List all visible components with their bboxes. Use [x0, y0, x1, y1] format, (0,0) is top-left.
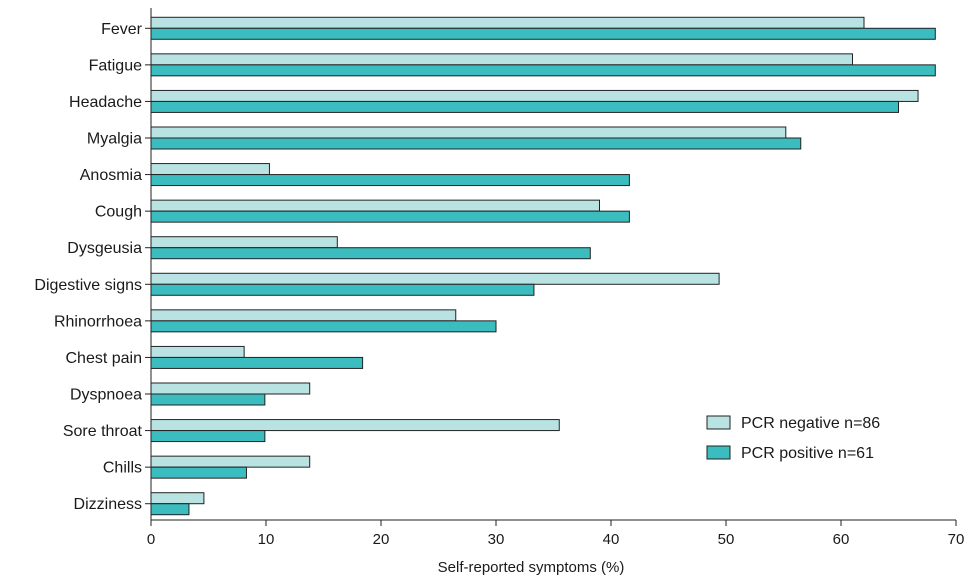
category-label: Headache [69, 94, 142, 111]
bar-pcr-positive-cough [150, 210, 630, 223]
legend-swatch-pcr-negative [706, 415, 731, 430]
legend: PCR negative n=86 PCR positive n=61 [706, 415, 880, 462]
bar-pcr-positive-headache [150, 100, 899, 113]
bar-pcr-positive-dizziness [150, 503, 190, 516]
bar-pcr-positive-sore-throat [150, 430, 266, 443]
category-label: Anosmia [80, 167, 142, 184]
category-label: Rhinorrhoea [54, 313, 142, 330]
x-tick-label: 20 [373, 531, 390, 548]
bar-pcr-negative-rhinorrhoea [150, 309, 457, 322]
category-label: Myalgia [87, 131, 142, 148]
x-axis-title: Self-reported symptoms (%) [438, 559, 625, 576]
x-tick-label: 70 [948, 531, 965, 548]
bar-pcr-negative-anosmia [150, 163, 270, 176]
category-label: Sore throat [63, 423, 143, 440]
bar-pcr-positive-rhinorrhoea [150, 320, 497, 333]
bar-pcr-positive-digestive-signs [150, 283, 535, 296]
category-label: Dizziness [74, 496, 142, 513]
bar-pcr-negative-dysgeusia [150, 236, 338, 249]
category-label: Dyspnoea [70, 387, 142, 404]
axes-layer [145, 8, 957, 526]
bar-pcr-negative-digestive-signs [150, 272, 720, 285]
bar-pcr-negative-chills [150, 455, 311, 468]
category-label: Fever [101, 21, 143, 38]
x-tick-label: 0 [147, 531, 155, 548]
labels-layer: Fever Fatigue Headache Myalgia Anosmia Cough D… [34, 21, 964, 548]
category-label: Dysgeusia [67, 240, 142, 257]
bar-pcr-positive-dyspnoea [150, 393, 266, 406]
x-tick-label: 40 [603, 531, 620, 548]
bar-pcr-negative-cough [150, 199, 600, 212]
bar-pcr-positive-chest-pain [150, 356, 364, 369]
bar-pcr-negative-dizziness [150, 492, 205, 505]
category-label: Cough [95, 204, 142, 221]
category-label: Chills [103, 460, 142, 477]
legend-label-pcr-negative: PCR negative n=86 [741, 415, 880, 432]
bar-pcr-positive-dysgeusia [150, 247, 591, 260]
bar-pcr-positive-myalgia [150, 137, 802, 150]
bar-pcr-negative-headache [150, 89, 919, 102]
legend-label-pcr-positive: PCR positive n=61 [741, 445, 874, 462]
bar-pcr-negative-sore-throat [150, 419, 560, 432]
bar-pcr-positive-chills [150, 466, 247, 479]
x-tick-label: 10 [258, 531, 275, 548]
bar-pcr-positive-fever [150, 27, 936, 40]
x-tick-label: 30 [488, 531, 505, 548]
category-label: Chest pain [66, 350, 143, 367]
category-label: Fatigue [89, 57, 142, 74]
bar-pcr-positive-anosmia [150, 174, 630, 187]
bar-pcr-negative-myalgia [150, 126, 787, 139]
x-tick-label: 60 [833, 531, 850, 548]
category-label: Digestive signs [34, 277, 142, 294]
x-tick-label: 50 [718, 531, 735, 548]
bar-pcr-negative-chest-pain [150, 345, 245, 358]
bar-pcr-negative-fatigue [150, 53, 853, 66]
bars-layer [150, 16, 936, 516]
legend-swatch-pcr-positive [706, 445, 731, 460]
bar-pcr-negative-dyspnoea [150, 382, 311, 395]
bar-pcr-negative-fever [150, 16, 865, 29]
bar-pcr-positive-fatigue [150, 64, 936, 77]
